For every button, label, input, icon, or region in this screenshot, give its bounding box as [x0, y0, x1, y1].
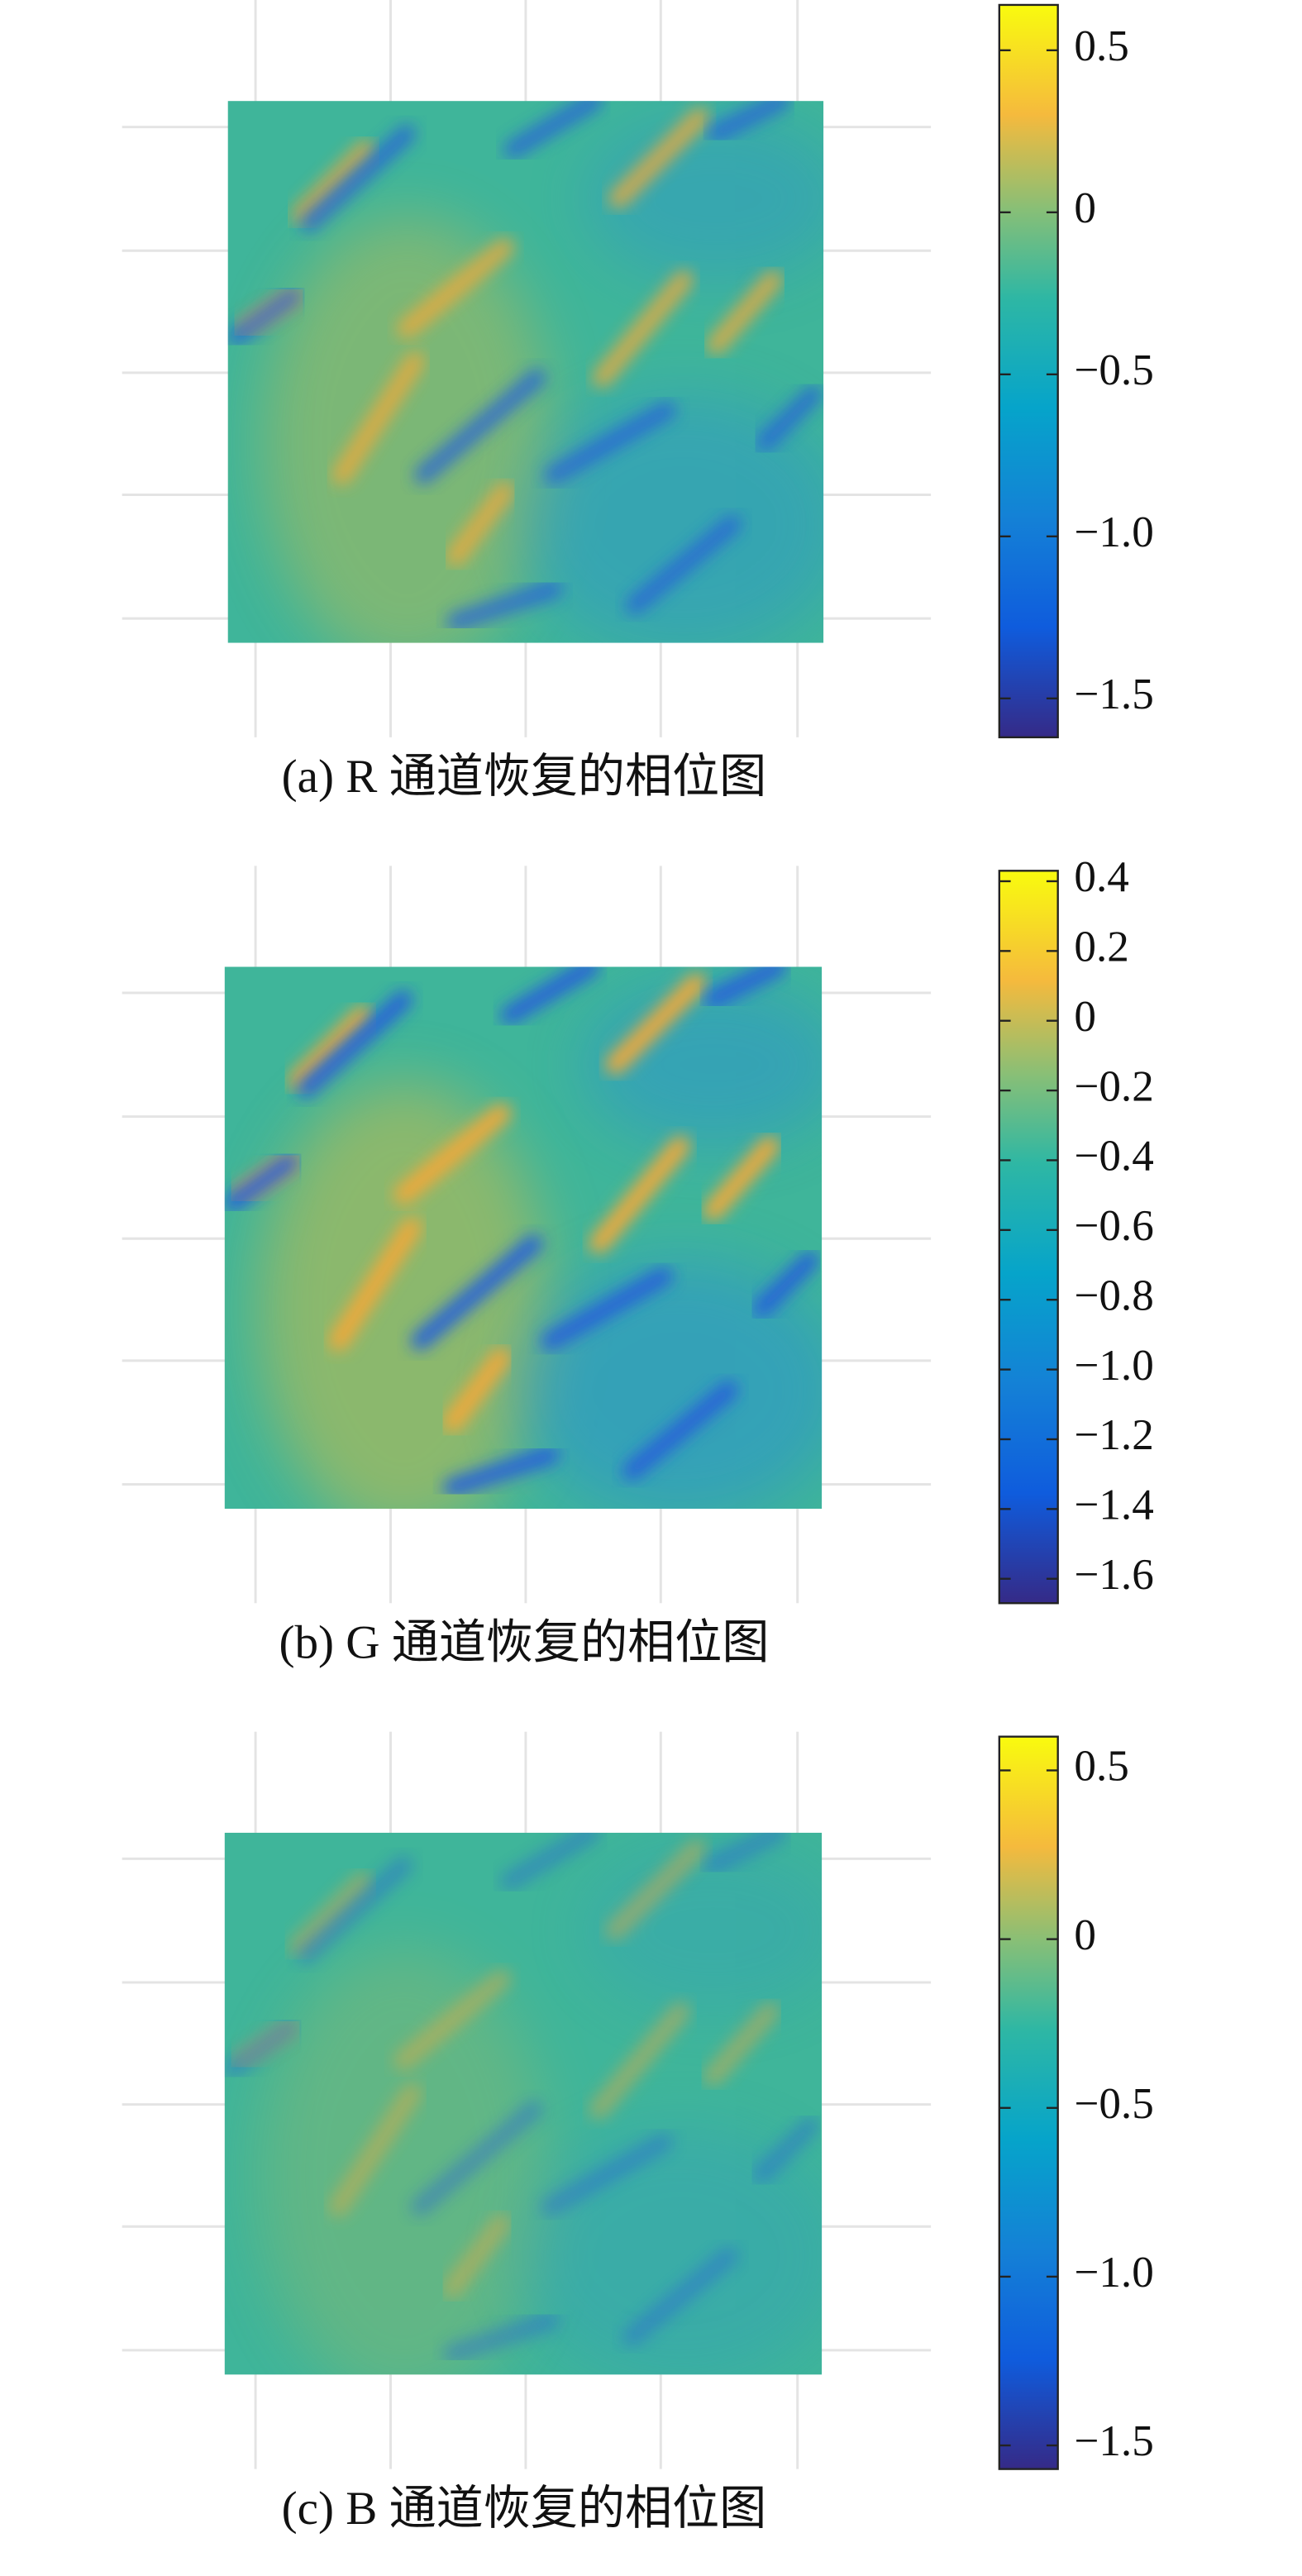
heatmap — [224, 966, 823, 1510]
heatmap-trough — [500, 966, 600, 1025]
heatmap-ridge — [442, 1348, 512, 1433]
colorbar-tick-label: 0 — [1074, 993, 1096, 1041]
colorbar-tick-label: 0 — [1074, 184, 1096, 232]
colorbar-tick-label: −0.2 — [1074, 1062, 1153, 1110]
heatmap-ridge — [605, 973, 707, 1075]
caption: (c) B 通道恢复的相位图 — [282, 2483, 767, 2535]
heatmap-ridge — [442, 2213, 512, 2298]
heatmap-trough — [224, 2019, 299, 2078]
heatmap-trough — [544, 401, 677, 484]
heatmap-trough — [707, 101, 790, 143]
colorbar-tick-label: −1.5 — [1074, 670, 1153, 718]
heatmap-trough — [752, 1251, 820, 1318]
heatmap-ridge — [608, 107, 710, 209]
heatmap-trough — [752, 2116, 820, 2184]
heatmap — [224, 1832, 823, 2375]
heatmap-trough — [411, 1234, 543, 1351]
heatmap-trough — [756, 384, 823, 452]
caption: (b) G 通道恢复的相位图 — [279, 1617, 769, 1669]
heatmap-trough — [297, 990, 413, 1098]
heatmap-ridge — [328, 2083, 422, 2217]
heatmap-trough — [703, 966, 787, 1009]
colorbar-tick-label: −1.0 — [1074, 508, 1153, 556]
heatmap-glow — [521, 394, 824, 643]
colorbar — [998, 3, 1059, 739]
heatmap-ridge — [288, 1005, 373, 1091]
heatmap-trough — [541, 2133, 674, 2216]
heatmap-ridge — [589, 2001, 690, 2120]
heatmap-ridge — [331, 351, 425, 485]
colorbar-tick-label: −1.4 — [1074, 1481, 1153, 1529]
heatmap-ridge — [703, 1136, 780, 1221]
heatmap-ridge — [397, 237, 515, 339]
colorbar-tick-label: 0.4 — [1074, 853, 1128, 901]
heatmap-trough — [227, 287, 303, 346]
heatmap — [227, 101, 824, 643]
heatmap-trough — [443, 2311, 560, 2363]
colorbar-tick-label: −1.6 — [1074, 1551, 1153, 1599]
heatmap-trough — [300, 124, 417, 232]
heatmap-trough — [503, 101, 603, 159]
colorbar-tick-label: 0.5 — [1074, 1743, 1128, 1791]
heatmap-trough — [297, 1856, 413, 1964]
heatmap-ridge — [706, 270, 783, 355]
heatmap-trough — [703, 1832, 787, 1875]
heatmap-trough — [622, 2246, 738, 2346]
heatmap-ridge — [589, 1136, 690, 1253]
colorbar-tick-label: −0.6 — [1074, 1202, 1153, 1250]
colorbar — [998, 870, 1059, 1605]
colorbar — [998, 1735, 1059, 2470]
heatmap-ridge — [703, 2001, 780, 2087]
heatmap-ridge — [393, 1103, 512, 1205]
colorbar-tick-label: −0.4 — [1074, 1133, 1153, 1181]
colorbar-tick-label: −1.2 — [1074, 1411, 1153, 1459]
colorbar-tick-label: 0.5 — [1074, 22, 1128, 70]
heatmap-trough — [414, 368, 546, 484]
heatmap-ridge — [592, 270, 694, 388]
colorbar-tick-label: 0 — [1074, 1911, 1096, 1959]
heatmap-glow — [517, 1259, 823, 1510]
colorbar-tick-label: −1.0 — [1074, 2249, 1153, 2297]
colorbar-tick-label: −1.5 — [1074, 2417, 1153, 2465]
heatmap-trough — [446, 580, 563, 631]
heatmap-trough — [411, 2100, 543, 2216]
heatmap-trough — [625, 515, 742, 615]
colorbar-tick-label: −1.0 — [1074, 1342, 1153, 1390]
colorbar-tick-label: −0.8 — [1074, 1271, 1153, 1319]
heatmap-trough — [224, 1152, 299, 1212]
heatmap-glow — [517, 2125, 823, 2375]
heatmap-ridge — [393, 1969, 512, 2071]
heatmap-ridge — [288, 1872, 373, 1957]
heatmap-trough — [622, 1381, 738, 1481]
heatmap-ridge — [328, 1217, 422, 1352]
heatmap-trough — [541, 1267, 674, 1351]
caption: (a) R 通道恢复的相位图 — [282, 751, 767, 803]
heatmap-ridge — [446, 481, 515, 567]
heatmap-ridge — [291, 140, 376, 225]
colorbar-tick-label: −0.5 — [1074, 346, 1153, 394]
colorbar-tick-label: 0.2 — [1074, 923, 1128, 971]
heatmap-trough — [500, 1832, 600, 1891]
colorbar-tick-label: −0.5 — [1074, 2080, 1153, 2128]
heatmap-ridge — [605, 1839, 707, 1940]
heatmap-trough — [443, 1446, 560, 1497]
